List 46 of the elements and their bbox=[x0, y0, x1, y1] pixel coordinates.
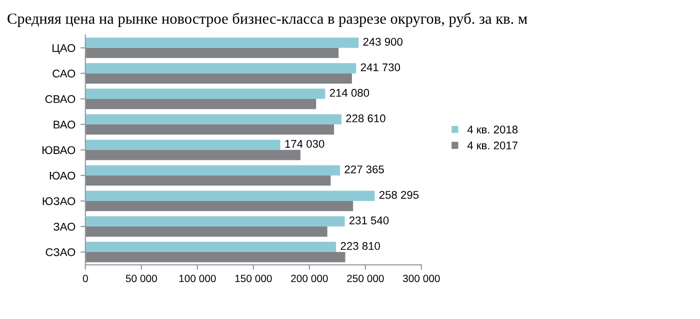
bar bbox=[85, 38, 359, 48]
data-label: 231 540 bbox=[349, 216, 389, 224]
bar bbox=[85, 252, 346, 262]
y-tick-label: САО bbox=[52, 70, 76, 78]
data-label: 228 610 bbox=[346, 114, 386, 122]
y-tick-label: ЮЗАО bbox=[42, 197, 76, 206]
x-tick-label: 150 000 bbox=[235, 274, 272, 282]
y-tick-label: ЮВАО bbox=[42, 146, 76, 154]
bar bbox=[85, 63, 356, 74]
bar bbox=[85, 226, 328, 237]
bar bbox=[85, 48, 339, 58]
x-tick-label: 300 000 bbox=[402, 274, 440, 282]
y-tick-label: СВАО bbox=[45, 95, 76, 104]
chart-title: Средняя цена на рынке новострое бизнес-класса в разрезе округов, руб. за кв. м bbox=[8, 12, 528, 27]
bar bbox=[85, 190, 375, 201]
bar bbox=[85, 124, 334, 135]
bar bbox=[85, 73, 352, 84]
bar bbox=[85, 165, 340, 176]
data-label: 258 295 bbox=[379, 190, 419, 199]
bar bbox=[85, 200, 354, 212]
bar bbox=[85, 242, 336, 252]
x-tick-label: 200 000 bbox=[291, 274, 328, 282]
x-tick-label: 0 bbox=[82, 274, 88, 282]
data-label: 241 730 bbox=[360, 63, 400, 72]
y-tick-label: ВАО bbox=[54, 120, 76, 129]
y-tick-label: СЗАО bbox=[46, 248, 76, 256]
bar bbox=[85, 150, 300, 160]
bar bbox=[85, 98, 316, 110]
bar bbox=[85, 175, 331, 186]
data-label: 243 900 bbox=[363, 38, 402, 46]
bar bbox=[85, 216, 345, 226]
bar bbox=[85, 88, 326, 99]
data-label: 174 030 bbox=[285, 140, 324, 148]
x-tick-label: 100 000 bbox=[179, 274, 216, 282]
x-tick-label: 50 000 bbox=[126, 274, 157, 282]
y-tick-label: ЗАО bbox=[54, 222, 76, 231]
bar bbox=[85, 114, 342, 124]
legend-label: 4 кв. 2018 bbox=[467, 126, 518, 134]
y-tick-label: ЦАО bbox=[52, 44, 76, 54]
legend-label: 4 кв. 2017 bbox=[467, 142, 518, 150]
data-label: 227 365 bbox=[344, 165, 384, 174]
y-tick-label: ЮАО bbox=[50, 172, 76, 180]
x-tick-label: 250 000 bbox=[347, 274, 384, 282]
bar bbox=[85, 140, 280, 150]
data-label: 223 810 bbox=[340, 242, 380, 250]
data-label: 214 080 bbox=[330, 88, 370, 97]
